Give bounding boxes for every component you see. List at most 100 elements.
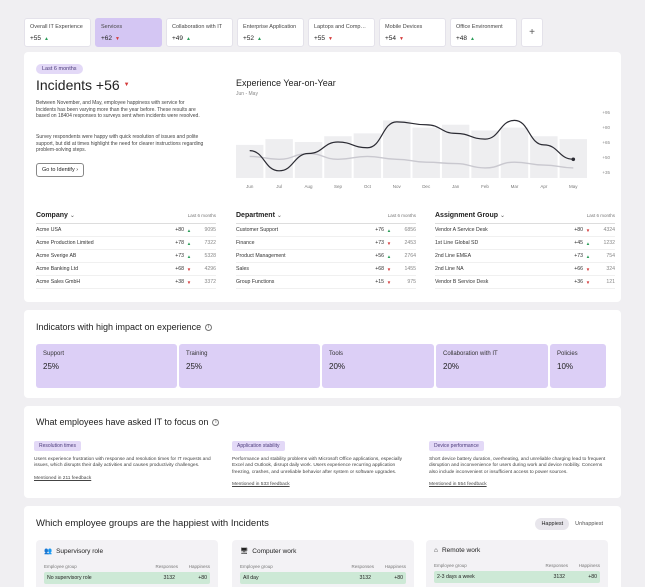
section-row[interactable]: Product Management +56 ▲ 2764 [236, 250, 416, 263]
section-row[interactable]: Acme USA +80 ▲ 9095 [36, 224, 216, 237]
section-row[interactable]: Acme Production Limited +78 ▲ 7322 [36, 237, 216, 250]
section-row[interactable]: Acme Banking Ltd +68 ▼ 4296 [36, 263, 216, 276]
row-count: 975 [407, 279, 416, 285]
trend-up-icon: ▲ [186, 227, 192, 233]
group-row[interactable]: 2-3 days a week 3132 +80 [434, 571, 600, 583]
caret-down-icon[interactable]: ▼ [123, 82, 130, 88]
row-count: 2453 [404, 240, 416, 246]
focus-item-application-stability: Application stability Performance and st… [232, 434, 414, 487]
info-icon[interactable]: i [212, 418, 220, 426]
section-row[interactable]: Finance +73 ▼ 2453 [236, 237, 416, 250]
row-score: +80 [175, 227, 184, 233]
group-happiness: +80 [394, 575, 403, 581]
tab-office-environment[interactable]: Office Environment +48 ▲ [450, 18, 517, 47]
groups-title: Which employee groups are the happiest w… [36, 518, 269, 529]
section-row[interactable]: Vendor B Service Desk +36 ▼ 121 [435, 276, 615, 289]
incidents-title[interactable]: Incidents +56 ▼ [36, 77, 130, 93]
section-row[interactable]: Vendor A Service Desk +80 ▼ 4324 [435, 224, 615, 237]
indicator-label: Support [43, 351, 65, 357]
group-row[interactable]: No supervisory role 3132 +80 [44, 572, 210, 584]
go-to-identify-button[interactable]: Go to Identify › [36, 163, 85, 177]
y-tick-label: +35 [602, 170, 610, 175]
row-count: 4296 [204, 266, 216, 272]
row-name: Sales [236, 266, 249, 272]
indicator-percent: 20% [329, 362, 346, 371]
add-tab-button[interactable]: + [521, 18, 543, 47]
trend-down-icon: ▼ [186, 279, 192, 285]
period-badge: Last 6 months [36, 64, 83, 74]
tab-services[interactable]: Services +62 ▼ [95, 18, 162, 47]
section-row[interactable]: Customer Support +76 ▲ 6856 [236, 224, 416, 237]
row-count: 324 [606, 266, 615, 272]
row-name: 2nd Line NA [435, 266, 464, 272]
group-card-title: Remote work [441, 547, 481, 554]
indicator-policies[interactable]: Policies 10% [550, 344, 606, 388]
section-row[interactable]: Acme Sales GmbH +38 ▼ 3372 [36, 276, 216, 289]
company-section: Company ⌄ Last 6 months Acme USA +80 ▲ 9095 A… [36, 212, 216, 289]
row-count: 1455 [404, 266, 416, 272]
row-count: 1232 [603, 240, 615, 246]
tab-label: Services [101, 24, 123, 30]
tab-overall-it-experience[interactable]: Overall IT Experience +55 ▲ [24, 18, 91, 47]
trend-up-icon: ▲ [186, 35, 191, 42]
section-row[interactable]: Sales +68 ▼ 1455 [236, 263, 416, 276]
col-happiness: Happiness [188, 564, 210, 569]
feedback-link[interactable]: Mentioned in 533 feedback [232, 481, 290, 487]
trend-up-icon: ▲ [186, 240, 192, 246]
row-name: Acme Production Limited [36, 240, 94, 246]
chart-bar [294, 142, 323, 178]
chart-bar [441, 124, 470, 178]
group-row[interactable]: All day 3132 +80 [240, 572, 406, 584]
x-tick-label: Nov [393, 184, 402, 189]
row-name: Vendor A Service Desk [435, 227, 488, 233]
tab-laptops-and-computers[interactable]: Laptops and Comput... +55 ▼ [308, 18, 375, 47]
assignment-group-dropdown[interactable]: Assignment Group ⌄ [435, 212, 505, 219]
col-responses: Responses [155, 564, 178, 569]
group-card-title: Computer work [252, 547, 297, 555]
group-card-remote-work: ⌂ Remote work Employee group Responses Happ… [426, 540, 608, 587]
tab-enterprise-application[interactable]: Enterprise Application +52 ▲ [237, 18, 304, 47]
feedback-link[interactable]: Mentioned in 554 feedback [429, 481, 487, 487]
row-name: Acme Sverige AB [36, 253, 77, 259]
trend-up-icon: ▲ [44, 35, 49, 42]
section-period: Last 6 months [387, 213, 416, 218]
section-row[interactable]: Acme Sverige AB +73 ▲ 5328 [36, 250, 216, 263]
focus-tag: Device performance [429, 441, 484, 451]
chevron-down-icon: ⌄ [276, 213, 282, 219]
tab-label: Laptops and Comput... [314, 24, 369, 30]
trend-down-icon: ▼ [386, 266, 392, 272]
indicator-support[interactable]: Support 25% [36, 344, 177, 388]
tab-value: +49 [172, 35, 184, 42]
row-score: +56 [375, 253, 384, 259]
group-responses: 3132 [553, 574, 565, 580]
row-name: Acme Banking Ltd [36, 266, 79, 272]
row-score: +73 [175, 253, 184, 259]
tab-collaboration-with-it[interactable]: Collaboration with IT +49 ▲ [166, 18, 233, 47]
department-dropdown[interactable]: Department ⌄ [236, 212, 282, 219]
col-happiness: Happiness [578, 563, 600, 568]
section-row[interactable]: 2nd Line EMEA +73 ▲ 754 [435, 250, 615, 263]
indicators-card: Indicators with high impact on experienc… [24, 310, 621, 398]
focus-description: Performance and stability problems with … [232, 457, 403, 475]
row-score: +80 [574, 227, 583, 233]
happiest-toggle[interactable]: Happiest [535, 518, 570, 530]
trend-down-icon: ▼ [585, 266, 591, 272]
feedback-link[interactable]: Mentioned in 211 feedback [34, 475, 92, 481]
section-row[interactable]: 1st Line Global SD +45 ▲ 1232 [435, 237, 615, 250]
col-responses: Responses [351, 564, 374, 569]
indicator-collaboration-with-it[interactable]: Collaboration with IT 20% [436, 344, 548, 388]
trend-up-icon: ▲ [585, 253, 591, 259]
tab-value: +55 [314, 35, 326, 42]
row-score: +66 [574, 266, 583, 272]
info-icon[interactable]: i [205, 323, 213, 331]
indicator-training[interactable]: Training 25% [179, 344, 320, 388]
tab-value: +52 [243, 35, 255, 42]
unhappiest-toggle[interactable]: Unhappiest [575, 521, 603, 527]
section-row[interactable]: 2nd Line NA +66 ▼ 324 [435, 263, 615, 276]
trend-up-icon: ▲ [585, 240, 591, 246]
company-dropdown[interactable]: Company ⌄ [36, 212, 75, 219]
indicator-tools[interactable]: Tools 20% [322, 344, 434, 388]
section-row[interactable]: Group Functions +15 ▼ 975 [236, 276, 416, 289]
trend-up-icon: ▲ [386, 227, 392, 233]
tab-mobile-devices[interactable]: Mobile Devices +54 ▼ [379, 18, 446, 47]
